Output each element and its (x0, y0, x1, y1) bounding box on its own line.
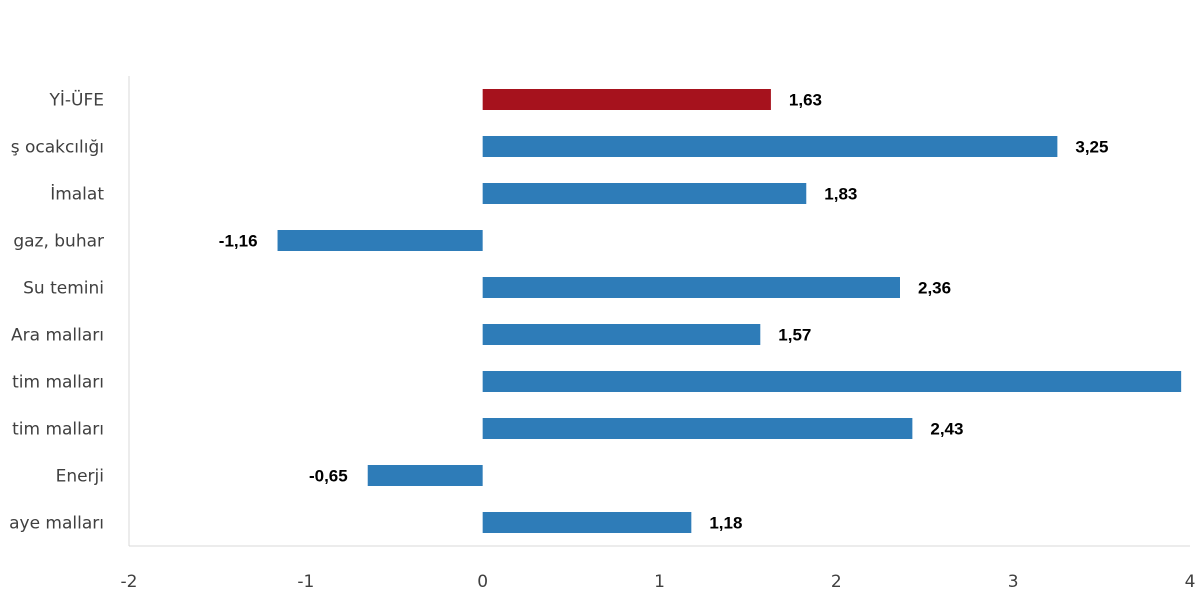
bar (367, 465, 483, 486)
data-label: 3,25 (1075, 138, 1108, 157)
data-label: 1,63 (789, 91, 822, 110)
x-tick-label: 0 (477, 572, 488, 592)
category-label: aye malları (9, 514, 104, 534)
data-label: -0,65 (309, 467, 348, 486)
category-label: gaz, buhar (13, 232, 104, 252)
category-label: Ara malları (11, 326, 104, 346)
x-tick-label: -2 (121, 572, 138, 592)
category-labels-group: Yİ-ÜFE ş ocakcılığı İmalat gaz, buhar Su tem… (9, 89, 104, 534)
x-tick-label: 1 (654, 572, 665, 592)
bar (482, 371, 1182, 392)
x-tick-labels-group: -2 -1 0 1 2 3 4 (121, 572, 1196, 592)
bar (482, 324, 761, 345)
bar (482, 136, 1058, 157)
data-label: 1,57 (778, 326, 811, 345)
category-label: tim malları (12, 420, 104, 440)
category-label: tim malları (12, 373, 104, 393)
category-label: Yİ-ÜFE (49, 89, 105, 111)
bar (482, 183, 807, 204)
category-label: ş ocakcılığı (11, 138, 104, 158)
bar (482, 418, 913, 439)
x-tick-label: 3 (1008, 572, 1019, 592)
bar (482, 277, 900, 298)
category-label: Enerji (56, 467, 104, 487)
bar (277, 230, 483, 251)
x-tick-label: -1 (297, 572, 314, 592)
data-label: 2,43 (930, 420, 963, 439)
bars-group (277, 89, 1182, 533)
bar (482, 89, 771, 110)
category-label: Su temini (23, 279, 104, 299)
data-labels-group: 1,63 3,25 1,83 -1,16 2,36 1,57 2,43 -0,65 1,18 (219, 91, 1109, 533)
data-label: -1,16 (219, 232, 258, 251)
category-label: İmalat (50, 184, 104, 205)
data-label: 1,83 (824, 185, 857, 204)
x-tick-label: 4 (1185, 572, 1196, 592)
x-tick-label: 2 (831, 572, 842, 592)
bar (482, 512, 692, 533)
data-label: 2,36 (918, 279, 951, 298)
data-label: 1,18 (709, 514, 742, 533)
